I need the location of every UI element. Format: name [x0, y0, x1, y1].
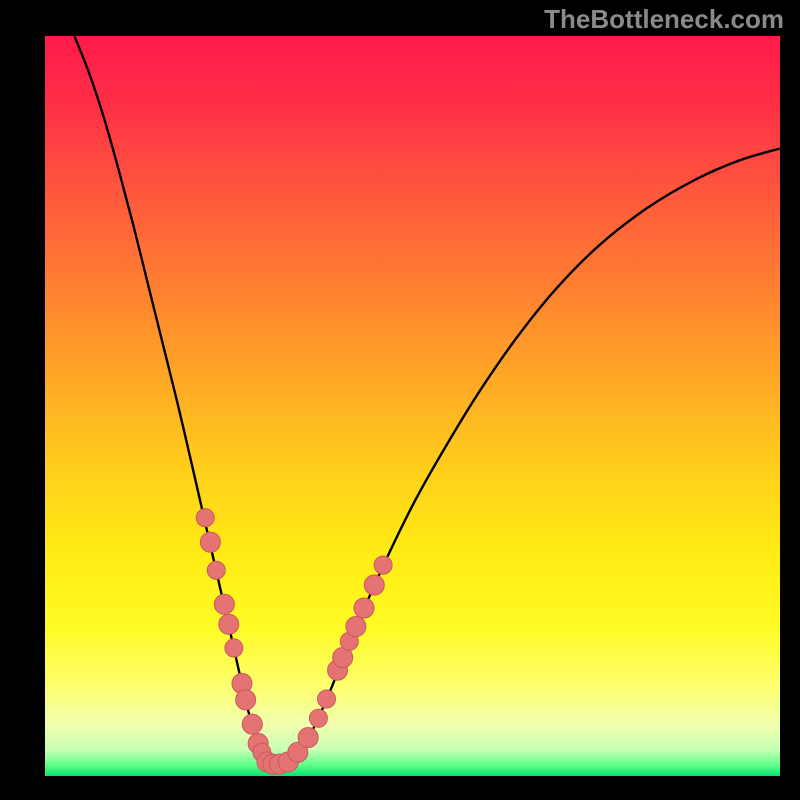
plot-area [45, 36, 780, 776]
chart-frame: TheBottleneck.com [0, 0, 800, 800]
gradient-background [45, 36, 780, 776]
watermark-text: TheBottleneck.com [544, 4, 784, 35]
